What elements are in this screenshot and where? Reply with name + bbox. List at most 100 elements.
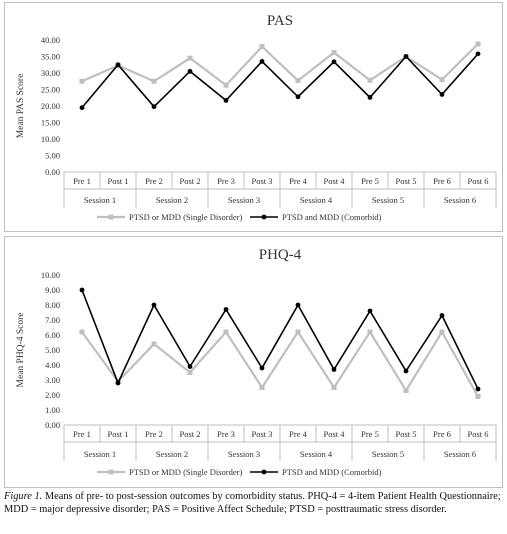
data-point-single-disorder (439, 77, 445, 83)
x-tick-label: Pre 4 (289, 429, 307, 439)
data-point-comorbid (331, 367, 337, 372)
session-group-label: Session 6 (444, 195, 476, 205)
y-axis-label: Mean PHQ-4 Score (16, 313, 26, 388)
y-tick-label: 10.00 (41, 270, 60, 280)
chart-title: PHQ-4 (259, 247, 302, 263)
data-point-comorbid (331, 59, 337, 65)
data-point-comorbid (295, 302, 301, 308)
data-point-single-disorder (223, 329, 229, 335)
series-comorbid-line (81, 289, 479, 390)
data-point-single-disorder (475, 394, 481, 399)
x-tick-label: Post 6 (467, 176, 488, 186)
x-tick-label: Pre 5 (361, 429, 379, 439)
data-point-comorbid (259, 59, 265, 64)
y-axis-label: Mean PAS Score (16, 74, 26, 139)
session-group-label: Session 6 (444, 449, 476, 459)
data-point-comorbid (79, 105, 85, 111)
data-point-single-disorder (295, 329, 301, 335)
data-point-comorbid (151, 104, 157, 110)
y-tick-label: 0.00 (45, 420, 60, 430)
x-tick-label: Post 1 (107, 176, 128, 186)
series-comorbid-line (81, 53, 479, 109)
data-point-single-disorder (331, 50, 337, 56)
x-tick-label: Pre 6 (433, 429, 451, 439)
data-point-comorbid (115, 380, 121, 386)
y-tick-label: 4.00 (45, 360, 60, 370)
y-tick-label: 8.00 (45, 300, 60, 310)
data-point-comorbid (115, 62, 121, 68)
legend-single-disorder-label: PTSD or MDD (Single Disorder) (129, 212, 242, 222)
session-group-label: Session 4 (300, 195, 333, 205)
y-tick-label: 40.00 (41, 35, 60, 45)
x-tick-label: Post 1 (107, 429, 128, 439)
y-tick-label: 5.00 (45, 345, 60, 355)
y-tick-label: 30.00 (41, 68, 60, 78)
data-point-single-disorder (295, 78, 301, 84)
data-point-single-disorder (439, 329, 445, 335)
series-single-disorder-line (81, 329, 479, 398)
figure-caption: Figure 1. Means of pre- to post-session … (4, 490, 503, 516)
session-group-label: Session 1 (84, 195, 116, 205)
data-point-comorbid (223, 97, 229, 103)
data-point-single-disorder (151, 78, 157, 84)
session-group-label: Session 3 (228, 195, 260, 205)
phq4-chart-panel: PHQ-4 Mean PHQ-4 Score 0.00 1.00 2.00 3.00 4.0… (4, 236, 503, 488)
legend-comorbid-label: PTSD and MDD (Comorbid) (282, 467, 382, 477)
figure-label: Figure 1. (4, 491, 43, 502)
session-group-label: Session 3 (228, 449, 260, 459)
x-tick-label: Post 4 (323, 429, 345, 439)
legend-comorbid-marker (261, 214, 267, 220)
phq4-chart: PHQ-4 Mean PHQ-4 Score 0.00 1.00 2.00 3.00 4.0… (16, 247, 497, 477)
x-tick-label: Post 4 (323, 176, 345, 186)
data-point-single-disorder (187, 55, 193, 61)
session-group-label: Session 5 (372, 449, 404, 459)
legend-single-disorder-marker (108, 469, 114, 475)
legend-comorbid-marker (261, 469, 267, 475)
data-point-single-disorder (259, 385, 265, 390)
data-point-comorbid (295, 94, 301, 100)
x-tick-label: Post 5 (395, 176, 416, 186)
x-tick-label: Pre 3 (217, 429, 235, 439)
x-tick-label: Pre 2 (145, 429, 163, 439)
data-point-single-disorder (151, 341, 157, 347)
y-tick-label: 35.00 (41, 52, 60, 62)
x-tick-label: Post 3 (251, 429, 272, 439)
x-tick-label: Pre 2 (145, 176, 163, 186)
series-single-disorder-line (81, 43, 479, 87)
y-tick-label: 25.00 (41, 85, 60, 95)
y-tick-label: 3.00 (45, 375, 60, 385)
data-point-comorbid (439, 92, 445, 97)
legend-single-disorder-label: PTSD or MDD (Single Disorder) (129, 467, 242, 477)
data-point-single-disorder (331, 385, 337, 390)
figure-caption-text: Means of pre- to post-session outcomes b… (4, 491, 501, 515)
data-point-comorbid (151, 302, 157, 308)
x-tick-label: Post 6 (467, 429, 488, 439)
data-point-single-disorder (79, 78, 85, 84)
legend-comorbid-label: PTSD and MDD (Comorbid) (282, 212, 382, 222)
y-tick-label: 0.00 (45, 167, 60, 177)
session-group-label: Session 2 (156, 449, 188, 459)
data-point-comorbid (475, 51, 481, 57)
data-point-comorbid (367, 308, 373, 314)
y-tick-label: 15.00 (41, 118, 60, 128)
y-tick-label: 5.00 (45, 151, 60, 161)
data-point-comorbid (367, 95, 373, 100)
legend-single-disorder-marker (108, 214, 114, 220)
x-tick-label: Pre 4 (289, 176, 307, 186)
x-tick-label: Pre 3 (217, 176, 235, 186)
session-group-label: Session 4 (300, 449, 333, 459)
data-point-comorbid (259, 365, 265, 371)
data-point-comorbid (439, 313, 445, 318)
y-tick-label: 1.00 (45, 405, 60, 415)
data-point-single-disorder (187, 370, 193, 375)
data-point-single-disorder (79, 329, 85, 335)
data-point-single-disorder (259, 44, 265, 50)
session-group-label: Session 1 (84, 449, 116, 459)
data-point-comorbid (475, 386, 481, 392)
data-point-single-disorder (367, 329, 373, 335)
pas-chart-panel: PAS Mean PAS Score 0.00 5.00 10.00 15.00 20.00… (4, 2, 503, 232)
pas-chart: PAS Mean PAS Score 0.00 5.00 10.00 15.00 20.00… (16, 13, 497, 222)
data-point-comorbid (223, 307, 229, 312)
data-point-comorbid (187, 68, 193, 74)
data-point-single-disorder (223, 82, 229, 88)
